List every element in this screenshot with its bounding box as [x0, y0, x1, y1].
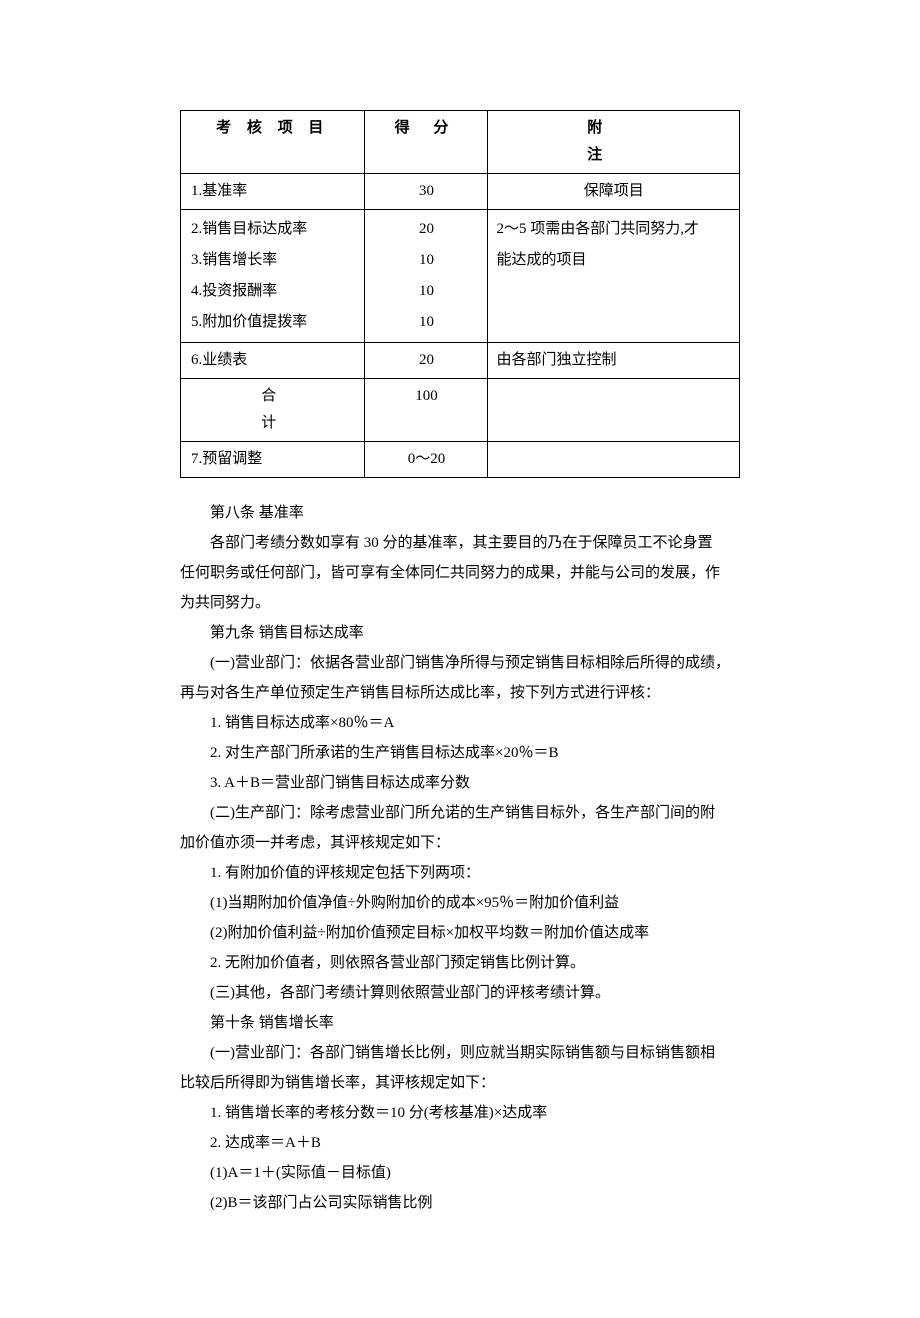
paragraph: 再与对各生产单位预定生产销售目标所达成比率，按下列方式进行评核： — [180, 678, 740, 708]
list-item: 1. 销售增长率的考核分数＝10 分(考核基准)×达成率 — [180, 1098, 740, 1128]
cell-total-score: 100 — [365, 379, 488, 442]
cell-note — [488, 442, 740, 478]
group-item: 2.销售目标达成率 — [191, 214, 356, 245]
paragraph: (一)营业部门：各部门销售增长比例，则应就当期实际销售额与目标销售额相 — [180, 1038, 740, 1068]
group-item: 3.销售增长率 — [191, 245, 356, 276]
paragraph: 为共同努力。 — [180, 588, 740, 618]
paragraph: 任何职务或任何部门，皆可享有全体同仁共同努力的成果，并能与公司的发展，作 — [180, 558, 740, 588]
cell-note: 保障项目 — [488, 174, 740, 210]
paragraph: (一)营业部门：依据各营业部门销售净所得与预定销售目标相除后所得的成绩， — [180, 648, 740, 678]
cell-total-label: 合 计 — [181, 379, 365, 442]
header-score: 得 分 — [365, 111, 488, 174]
article-title: 第十条 销售增长率 — [180, 1008, 740, 1038]
cell-item-group: 2.销售目标达成率 3.销售增长率 4.投资报酬率 5.附加价值提拨率 — [181, 210, 365, 343]
table-row: 7.预留调整 0～20 — [181, 442, 740, 478]
paragraph: 各部门考绩分数如享有 30 分的基准率，其主要目的乃在于保障员工不论身置 — [180, 528, 740, 558]
cell-item: 6.业绩表 — [181, 343, 365, 379]
assessment-table: 考 核 项 目 得 分 附 注 1.基准率 30 保障项目 2.销售目标达成率 … — [180, 110, 740, 478]
cell-score: 0～20 — [365, 442, 488, 478]
cell-note-group: 2～5 项需由各部门共同努力,才 能达成的项目 — [488, 210, 740, 343]
list-item: 2. 无附加价值者，则依照各营业部门预定销售比例计算。 — [180, 948, 740, 978]
table-row: 6.业绩表 20 由各部门独立控制 — [181, 343, 740, 379]
group-score: 10 — [373, 307, 479, 338]
cell-total-note — [488, 379, 740, 442]
list-item: 2. 对生产部门所承诺的生产销售目标达成率×20％＝B — [180, 738, 740, 768]
table-header-row: 考 核 项 目 得 分 附 注 — [181, 111, 740, 174]
cell-item: 7.预留调整 — [181, 442, 365, 478]
article-title: 第九条 销售目标达成率 — [180, 618, 740, 648]
table-row: 1.基准率 30 保障项目 — [181, 174, 740, 210]
list-item: (1)当期附加价值净值÷外购附加价的成本×95％＝附加价值利益 — [180, 888, 740, 918]
paragraph: (二)生产部门：除考虑营业部门所允诺的生产销售目标外，各生产部门间的附 — [180, 798, 740, 828]
article-title: 第八条 基准率 — [180, 498, 740, 528]
paragraph: 加价值亦须一并考虑，其评核规定如下： — [180, 828, 740, 858]
group-note-line: 2～5 项需由各部门共同努力,才 — [496, 214, 731, 245]
cell-item: 1.基准率 — [181, 174, 365, 210]
list-item: (2)附加价值利益÷附加价值预定目标×加权平均数＝附加价值达成率 — [180, 918, 740, 948]
table-row-total: 合 计 100 — [181, 379, 740, 442]
group-item: 4.投资报酬率 — [191, 276, 356, 307]
list-item: 1. 有附加价值的评核规定包括下列两项： — [180, 858, 740, 888]
group-item: 5.附加价值提拨率 — [191, 307, 356, 338]
table-row-group: 2.销售目标达成率 3.销售增长率 4.投资报酬率 5.附加价值提拨率 20 1… — [181, 210, 740, 343]
paragraph: (三)其他，各部门考绩计算则依照营业部门的评核考绩计算。 — [180, 978, 740, 1008]
header-item: 考 核 项 目 — [181, 111, 365, 174]
cell-score: 30 — [365, 174, 488, 210]
list-item: (1)A＝1＋(实际值－目标值) — [180, 1158, 740, 1188]
cell-score: 20 — [365, 343, 488, 379]
list-item: (2)B＝该部门占公司实际销售比例 — [180, 1188, 740, 1218]
list-item: 2. 达成率＝A＋B — [180, 1128, 740, 1158]
group-score: 20 — [373, 214, 479, 245]
paragraph: 比较后所得即为销售增长率，其评核规定如下： — [180, 1068, 740, 1098]
cell-note: 由各部门独立控制 — [488, 343, 740, 379]
list-item: 3. A＋B＝营业部门销售目标达成率分数 — [180, 768, 740, 798]
body-text: 第八条 基准率 各部门考绩分数如享有 30 分的基准率，其主要目的乃在于保障员工… — [180, 498, 740, 1218]
group-score: 10 — [373, 276, 479, 307]
group-note-line: 能达成的项目 — [496, 245, 731, 276]
cell-score-group: 20 10 10 10 — [365, 210, 488, 343]
header-note: 附 注 — [488, 111, 740, 174]
group-score: 10 — [373, 245, 479, 276]
list-item: 1. 销售目标达成率×80％＝A — [180, 708, 740, 738]
